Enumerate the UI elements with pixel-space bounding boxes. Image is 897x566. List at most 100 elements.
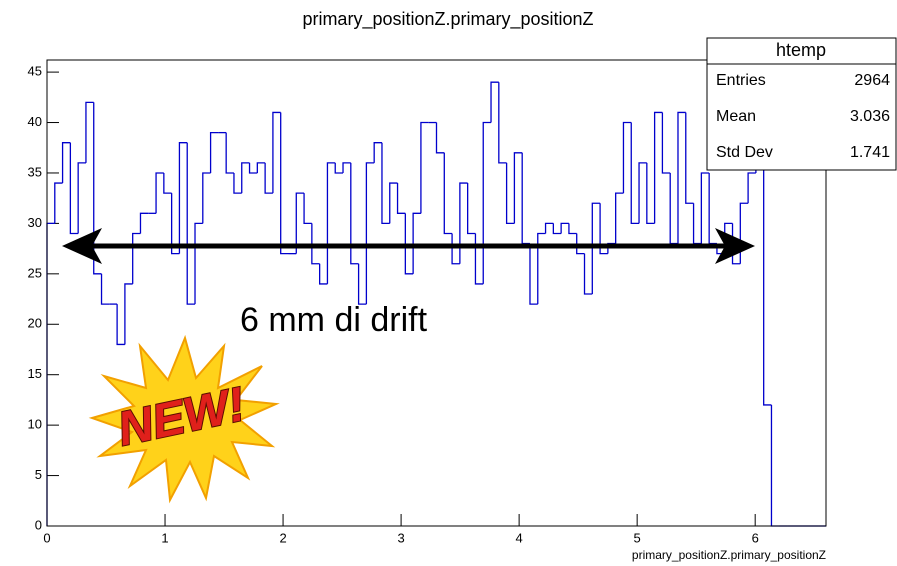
stats-frame xyxy=(706,37,897,171)
histogram-bin xyxy=(202,172,211,224)
frame xyxy=(46,59,827,527)
histogram-bin xyxy=(708,172,717,245)
histogram-bin xyxy=(513,152,523,224)
y-tick-label: 40 xyxy=(28,114,42,129)
chart-title: primary_positionZ.primary_positionZ xyxy=(302,9,593,30)
stats-box: htemp Entries 2964 Mean 3.036 Std Dev 1.741 xyxy=(706,37,897,171)
histogram-bin xyxy=(311,223,320,265)
histogram-bin xyxy=(116,304,125,346)
histogram-bin xyxy=(280,112,289,255)
histogram-bin xyxy=(233,172,242,194)
histogram-bin xyxy=(132,232,141,284)
histogram-bin xyxy=(576,233,585,255)
stats-key: Entries xyxy=(716,72,766,89)
histogram-bin xyxy=(435,122,445,154)
histogram-bin xyxy=(552,223,562,235)
histogram-bin xyxy=(669,172,678,245)
y-tick-label: 5 xyxy=(35,467,42,482)
histogram-bin xyxy=(685,112,694,204)
histogram-bin xyxy=(544,222,554,234)
histogram-bin xyxy=(451,233,460,265)
histogram-bin xyxy=(459,182,468,264)
y-tick-label: 10 xyxy=(28,417,42,432)
histogram-bin xyxy=(77,162,86,234)
histogram-bin xyxy=(498,82,507,164)
histogram-bin xyxy=(365,162,375,305)
y-tick-label: 45 xyxy=(28,64,42,79)
histogram-bin xyxy=(583,253,593,295)
histogram-bin xyxy=(357,263,367,305)
histogram-bin xyxy=(350,162,359,265)
histogram-bin xyxy=(69,142,79,235)
histogram-bin xyxy=(615,192,624,244)
histogram-bin xyxy=(420,121,429,214)
histogram-bin xyxy=(622,121,632,194)
x-tick-label: 0 xyxy=(43,530,50,545)
histogram-bin xyxy=(537,232,546,305)
histogram-bin xyxy=(529,243,538,305)
histogram-bin xyxy=(334,162,344,174)
histogram-bin xyxy=(178,142,188,254)
histogram-bin xyxy=(653,111,663,224)
histogram-bin xyxy=(638,162,647,224)
histogram-bin xyxy=(93,102,102,275)
histogram-bin xyxy=(747,172,756,204)
new-badge: NEW! xyxy=(88,334,280,504)
starburst xyxy=(88,334,280,504)
y-tick-label: 35 xyxy=(28,164,42,179)
histogram-bin xyxy=(241,162,250,194)
stats-value: 3.036 xyxy=(850,108,890,125)
y-tick-label: 30 xyxy=(28,215,42,230)
histogram-bin xyxy=(124,283,133,345)
histogram-bin xyxy=(163,172,172,194)
histogram-bin xyxy=(591,202,601,295)
histogram-bin xyxy=(155,172,164,214)
histogram-bin xyxy=(646,162,655,225)
x-tick-label: 2 xyxy=(279,530,286,545)
histogram-bin xyxy=(303,193,312,225)
x-tick-label: 6 xyxy=(752,530,759,545)
histogram-bin xyxy=(319,263,328,285)
histogram-bin xyxy=(568,223,577,235)
stats-key: Std Dev xyxy=(716,144,773,161)
arrow-head-left xyxy=(62,228,102,264)
histogram-bin xyxy=(396,183,406,214)
histogram-bin xyxy=(295,192,305,254)
histogram-bin xyxy=(389,182,398,224)
y-tick-label: 15 xyxy=(28,366,42,381)
x-tick-label: 1 xyxy=(161,530,168,545)
histogram-bin xyxy=(326,162,336,284)
arrow-head-right xyxy=(715,228,755,264)
histogram-bin xyxy=(443,152,453,235)
histogram-bin xyxy=(677,111,686,244)
histogram-bin xyxy=(630,122,640,225)
histogram-bin xyxy=(256,162,266,173)
x-tick-label: 3 xyxy=(397,530,404,545)
histogram-bin xyxy=(373,142,382,163)
drift-annotation: 6 mm di drift xyxy=(240,301,428,339)
histogram-bin xyxy=(225,132,234,174)
histogram-bin xyxy=(248,162,258,174)
histogram-bin xyxy=(474,233,484,285)
histogram-bin xyxy=(54,182,63,224)
histogram-bin xyxy=(170,193,180,255)
histogram-bin xyxy=(482,121,492,284)
y-tick-label: 0 xyxy=(35,517,42,532)
histogram-bin xyxy=(739,202,749,264)
histogram-bin xyxy=(186,142,196,305)
histogram-bin xyxy=(599,203,608,255)
histogram-bin xyxy=(560,222,569,234)
histogram-bin xyxy=(692,203,702,245)
histogram-bin xyxy=(342,162,351,173)
stats-title: htemp xyxy=(776,40,826,60)
stats-value: 1.741 xyxy=(850,144,890,161)
x-tick-label: 5 xyxy=(634,530,641,545)
histogram-bin xyxy=(61,142,71,184)
histogram-bin xyxy=(412,212,421,274)
histogram-bin xyxy=(763,152,772,406)
histogram-bin xyxy=(770,404,780,527)
histogram-bin xyxy=(521,152,530,245)
y-tick-label: 25 xyxy=(28,265,42,280)
histogram-bin xyxy=(85,101,94,163)
